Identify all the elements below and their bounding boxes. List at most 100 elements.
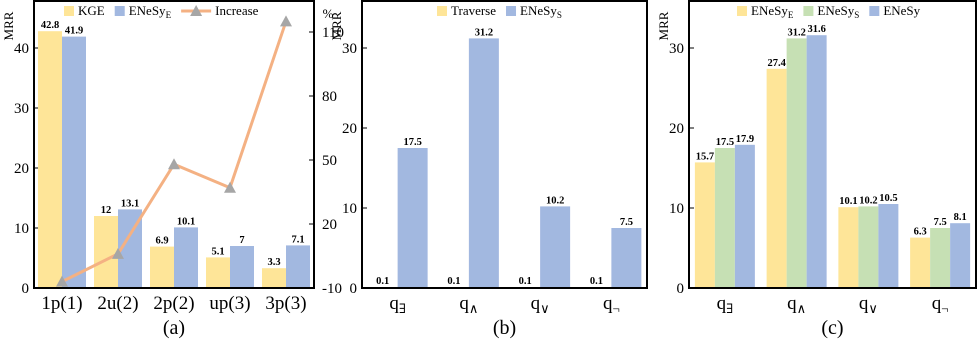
category-sub: ∧ bbox=[797, 301, 807, 316]
data-label: 0.1 bbox=[519, 276, 532, 287]
y2-tick-label: 80 bbox=[322, 89, 337, 105]
category-sub: ∧ bbox=[469, 301, 479, 316]
category-label: 2u(2) bbox=[97, 293, 138, 314]
legend-label-text: KGE bbox=[78, 3, 105, 18]
category-base: q bbox=[932, 293, 942, 314]
category-base: q bbox=[787, 293, 797, 314]
bar bbox=[878, 204, 899, 288]
data-label: 7.1 bbox=[291, 234, 304, 245]
bar bbox=[230, 246, 254, 288]
y2-tick-label: 20 bbox=[322, 217, 337, 233]
legend: ENeSyE ENeSyS ENeSy bbox=[737, 3, 921, 20]
data-label: 10.2 bbox=[859, 195, 877, 206]
data-label: 17.9 bbox=[736, 134, 754, 145]
category-base: q bbox=[459, 293, 469, 314]
bar bbox=[397, 148, 428, 288]
legend-label: KGE bbox=[78, 3, 105, 18]
y-tick-label: 10 bbox=[669, 201, 684, 217]
bar bbox=[611, 228, 642, 288]
y2-axis-label: % bbox=[323, 6, 334, 21]
legend-label-text: ENeSy bbox=[520, 3, 557, 18]
y-axis-label: MRR bbox=[329, 11, 344, 40]
legend-label-sub: E bbox=[788, 10, 794, 20]
category-base: q bbox=[531, 293, 541, 314]
category-sub: ∃ bbox=[399, 301, 406, 316]
bar bbox=[206, 257, 230, 288]
category-sub: ¬ bbox=[941, 301, 948, 316]
data-label: 0.1 bbox=[590, 276, 603, 287]
category-label: q¬ bbox=[932, 293, 949, 316]
data-label: 10.2 bbox=[546, 195, 564, 206]
data-label: 31.2 bbox=[787, 27, 805, 38]
data-label: 8.1 bbox=[954, 212, 967, 223]
bar bbox=[94, 216, 118, 288]
legend-swatch bbox=[506, 6, 517, 16]
data-label: 13.1 bbox=[121, 198, 139, 209]
legend-label-text: ENeSy bbox=[129, 3, 166, 18]
legend-label: ENeSyE bbox=[751, 3, 794, 20]
bar bbox=[468, 38, 499, 289]
bar bbox=[714, 148, 735, 288]
y-tick-label: 20 bbox=[669, 121, 684, 137]
data-label: 42.8 bbox=[41, 20, 59, 31]
bar bbox=[174, 227, 198, 288]
y-tick-label: 30 bbox=[669, 41, 684, 57]
data-label: 6.3 bbox=[914, 227, 927, 238]
bar bbox=[150, 246, 174, 288]
category-sub: ¬ bbox=[612, 301, 619, 316]
increase-marker bbox=[224, 181, 236, 193]
plot-frame bbox=[33, 0, 315, 289]
y2-tick-label: -10 bbox=[322, 281, 342, 297]
category-base: q bbox=[603, 293, 613, 314]
legend-swatch bbox=[803, 6, 814, 16]
legend-swatch bbox=[64, 6, 74, 16]
bar bbox=[540, 206, 571, 288]
y-axis-label: MRR bbox=[1, 11, 16, 40]
y-axis-label: MRR bbox=[656, 11, 671, 40]
legend-label-text: Traverse bbox=[451, 3, 496, 18]
category-label: q∨ bbox=[859, 293, 878, 316]
y-tick-label: 0 bbox=[22, 281, 30, 297]
data-label: 0.1 bbox=[376, 276, 389, 287]
bar bbox=[38, 31, 62, 288]
legend-swatch bbox=[869, 6, 880, 16]
category-base: q bbox=[859, 293, 869, 314]
category-base: q bbox=[389, 293, 399, 314]
y2-tick-label: 110 bbox=[322, 25, 344, 41]
bar bbox=[694, 162, 715, 288]
legend-label-text: ENeSy bbox=[751, 3, 788, 18]
data-label: 15.7 bbox=[696, 151, 714, 162]
y-tick-label: 0 bbox=[350, 281, 358, 297]
legend-swatch bbox=[114, 6, 125, 16]
legend-label-text: ENeSy bbox=[817, 3, 854, 18]
bar bbox=[62, 36, 86, 288]
category-label: 3p(3) bbox=[265, 293, 306, 314]
category-label: q∃ bbox=[389, 293, 406, 316]
panel-caption: (b) bbox=[493, 317, 516, 339]
category-label: 2p(2) bbox=[153, 293, 194, 314]
data-label: 7.5 bbox=[620, 217, 633, 228]
bar bbox=[286, 245, 310, 288]
bar bbox=[838, 207, 859, 288]
data-label: 12 bbox=[101, 205, 112, 216]
data-label: 10.5 bbox=[879, 193, 897, 204]
legend: Traverse ENeSyS bbox=[437, 3, 562, 20]
chart-panel-2: 0102030MRR0.117.5q∃0.131.2q∧0.110.2q∨0.1… bbox=[329, 0, 648, 339]
legend-label: Traverse bbox=[451, 3, 496, 18]
legend-label: ENeSyS bbox=[817, 3, 859, 20]
bar bbox=[950, 223, 971, 288]
category-label: q∨ bbox=[531, 293, 550, 316]
y-tick-label: 20 bbox=[14, 161, 29, 177]
y-tick-label: 30 bbox=[342, 41, 357, 57]
category-label: q∧ bbox=[787, 293, 806, 316]
y-tick-label: 10 bbox=[342, 201, 357, 217]
panel-caption: (c) bbox=[821, 317, 843, 339]
increase-marker bbox=[168, 158, 180, 170]
data-label: 27.4 bbox=[767, 58, 786, 69]
category-label: q∧ bbox=[459, 293, 478, 316]
bar bbox=[734, 144, 755, 288]
data-label: 5.1 bbox=[211, 246, 224, 257]
y2-tick-label: 50 bbox=[322, 153, 337, 169]
